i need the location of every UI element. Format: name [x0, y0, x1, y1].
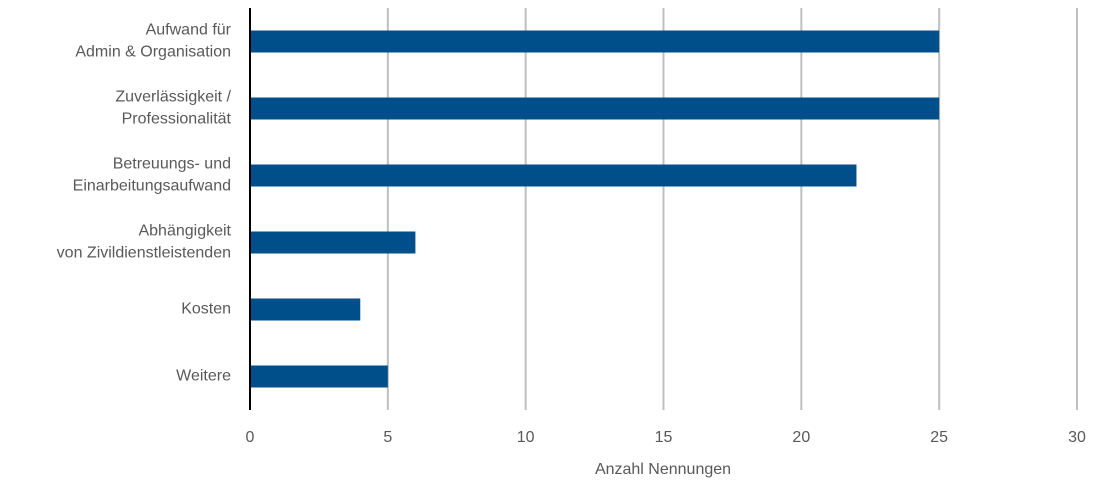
- y-tick-label: Betreuungs- und Einarbeitungsaufwand: [73, 156, 231, 195]
- y-tick-label: Abhängigkeit von Zivildienstleistenden: [57, 223, 232, 262]
- y-tick-label: Aufwand für Admin & Organisation: [75, 22, 231, 61]
- x-tick-label: 10: [517, 429, 535, 446]
- x-tick-label: 5: [383, 429, 392, 446]
- bar: [250, 97, 940, 120]
- bar: [250, 164, 857, 187]
- x-axis-label: Anzahl Nennungen: [595, 461, 731, 478]
- y-tick-label: Kosten: [181, 301, 231, 318]
- bar: [250, 365, 388, 388]
- x-tick-label: 30: [1068, 429, 1086, 446]
- x-tick-label: 25: [930, 429, 948, 446]
- x-tick-label: 0: [246, 429, 255, 446]
- x-tick-label: 20: [792, 429, 810, 446]
- y-tick-label: Weitere: [176, 368, 231, 385]
- bar: [250, 231, 416, 254]
- bar: [250, 298, 361, 321]
- bar: [250, 30, 940, 53]
- x-tick-label: 15: [655, 429, 673, 446]
- y-tick-label: Zuverlässigkeit / Professionalität: [115, 89, 231, 128]
